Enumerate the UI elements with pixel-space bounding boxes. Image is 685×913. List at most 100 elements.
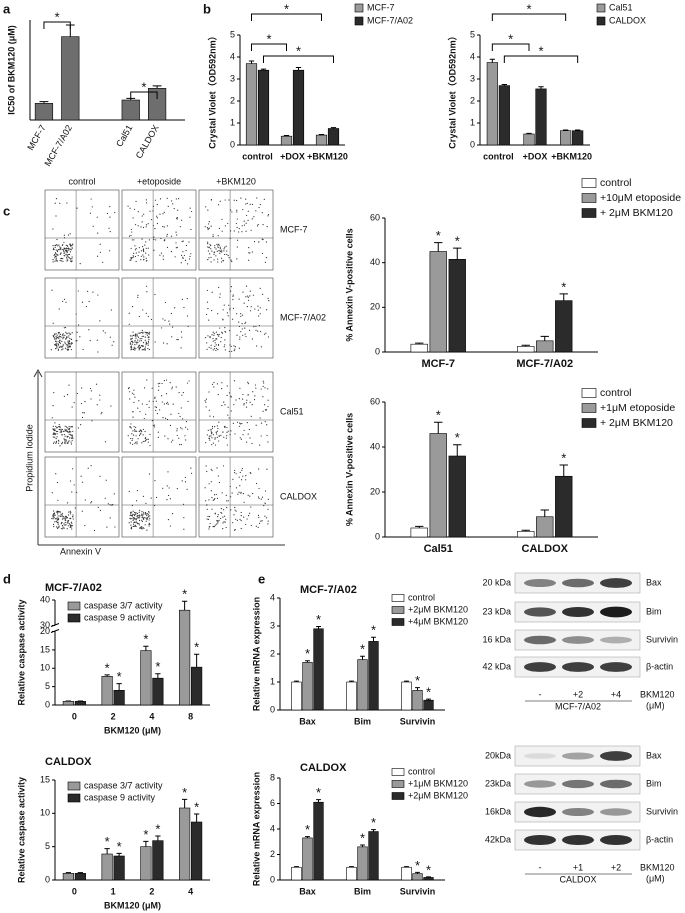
event-dot [236, 334, 238, 336]
event-dot [69, 257, 71, 260]
event-dot [68, 253, 71, 255]
event-dot [205, 406, 207, 408]
error-bar [559, 293, 568, 301]
event-dot [156, 203, 158, 206]
event-dot [58, 308, 60, 310]
event-dot [240, 438, 242, 440]
event-dot [167, 519, 170, 521]
event-dot [181, 298, 183, 300]
event-dot [65, 301, 67, 303]
event-dot [133, 348, 135, 350]
event-dot [238, 228, 240, 230]
event-dot [132, 342, 134, 344]
error-bar [415, 342, 424, 345]
significance-star: * [305, 822, 310, 837]
event-dot [63, 237, 66, 239]
quadrant-lines [122, 457, 196, 537]
event-dot [254, 308, 256, 310]
event-dot [210, 435, 212, 437]
event-dot [251, 251, 253, 253]
event-dot [154, 293, 156, 296]
error-bar [360, 844, 365, 847]
event-dot [59, 431, 61, 433]
event-dot [59, 246, 61, 248]
event-dot [262, 293, 264, 295]
event-dot [92, 291, 94, 293]
event-dot [129, 442, 132, 444]
event-dot [61, 334, 64, 336]
event-dot [131, 343, 133, 345]
event-dot [238, 397, 241, 400]
event-dot [219, 248, 221, 250]
event-dot [134, 521, 136, 523]
event-dot [132, 523, 135, 525]
event-dot [145, 199, 147, 201]
event-dot [267, 520, 269, 522]
event-dot [226, 506, 228, 509]
event-dot [154, 406, 156, 408]
event-dot [134, 518, 136, 520]
event-dot [153, 426, 156, 428]
event-dot [56, 527, 59, 529]
event-dot [224, 246, 226, 248]
event-dot [104, 497, 106, 499]
error-bar [360, 655, 365, 660]
event-dot [206, 518, 208, 520]
event-dot [222, 465, 225, 467]
event-dot [82, 412, 84, 414]
event-dot [143, 527, 145, 530]
event-dot [216, 425, 218, 427]
x-tick-label: +BKM120 [551, 151, 592, 161]
x-tick-label: CALDOX [522, 543, 569, 555]
event-dot [143, 256, 145, 258]
event-dot [236, 246, 238, 248]
event-dot [53, 392, 55, 394]
event-dot [99, 243, 101, 245]
event-dot [169, 382, 171, 384]
event-dot [148, 406, 150, 409]
event-dot [229, 344, 231, 346]
y-tick-label: 0 [270, 874, 275, 884]
flow-plot [121, 371, 197, 453]
event-dot [66, 245, 69, 247]
event-dot [53, 429, 55, 431]
event-dot [144, 331, 146, 333]
event-dot [217, 235, 219, 237]
event-dot [70, 511, 72, 513]
quadrant-lines [45, 457, 119, 537]
event-dot [71, 406, 73, 408]
event-dot [57, 249, 60, 251]
event-dot [52, 442, 55, 444]
significance-bracket [130, 91, 158, 99]
event-dot [239, 518, 241, 520]
event-dot [236, 209, 238, 211]
event-dot [205, 442, 207, 444]
event-dot [145, 202, 148, 204]
event-dot [88, 329, 90, 331]
event-dot [130, 257, 132, 259]
significance-star: * [360, 830, 365, 845]
event-dot [211, 508, 213, 510]
protein-label: Bax [646, 577, 662, 587]
event-dot [55, 340, 57, 342]
event-dot [242, 393, 244, 396]
event-dot [186, 382, 189, 384]
event-dot [136, 343, 138, 345]
event-dot [66, 348, 68, 350]
event-dot [166, 246, 169, 249]
event-dot [213, 332, 215, 335]
row-label: Cal51 [280, 406, 304, 416]
event-dot [241, 422, 243, 425]
event-dot [255, 482, 258, 485]
event-dot [129, 335, 132, 337]
y-tick-label: 3 [470, 73, 475, 83]
event-dot [239, 387, 241, 389]
event-dot [229, 309, 231, 311]
event-dot [64, 518, 66, 520]
event-dot [236, 519, 238, 521]
x-tick-label: 0 [72, 711, 77, 721]
y-tick-label: 5 [230, 29, 235, 39]
quadrant-lines [122, 190, 196, 270]
event-dot [55, 438, 57, 440]
event-dot [70, 260, 72, 262]
